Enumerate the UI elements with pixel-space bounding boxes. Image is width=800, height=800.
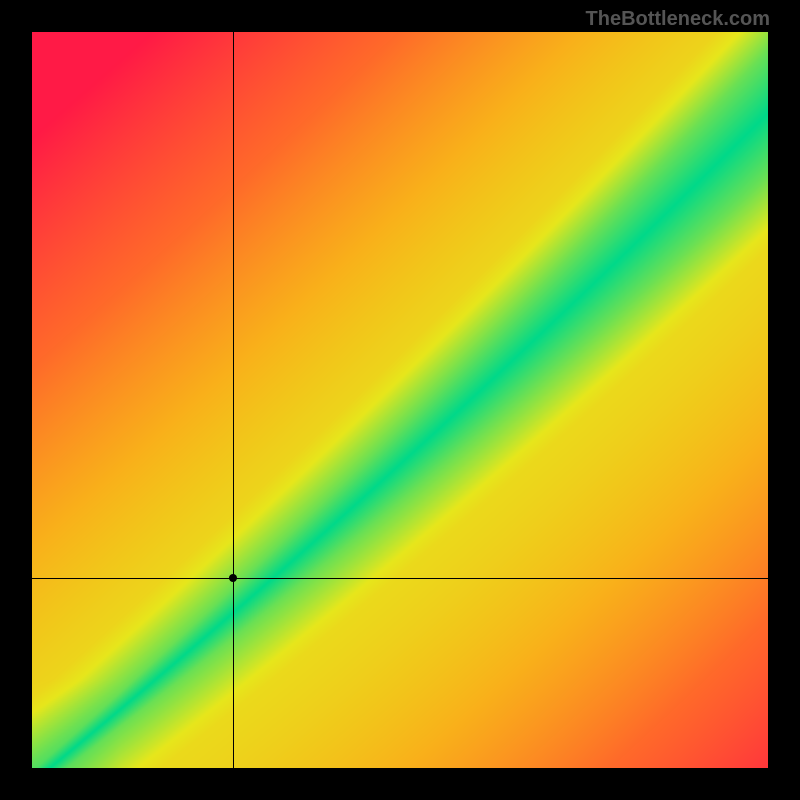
- plot-area: [32, 32, 768, 768]
- watermark-text: TheBottleneck.com: [586, 8, 770, 31]
- crosshair-horizontal: [32, 578, 768, 579]
- heatmap-canvas: [32, 32, 768, 768]
- crosshair-vertical: [233, 32, 234, 768]
- marker-dot: [229, 574, 237, 582]
